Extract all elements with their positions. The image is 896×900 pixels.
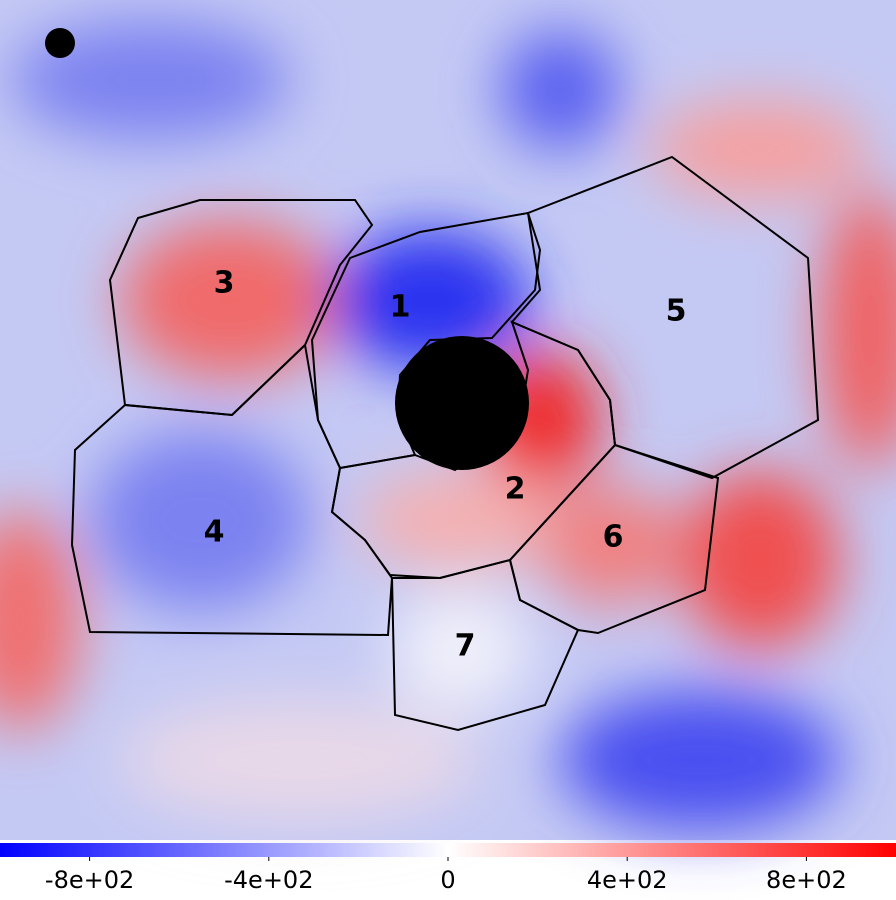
region-label: 1 <box>390 290 411 325</box>
region-label: 7 <box>455 629 476 664</box>
region-outline <box>70 342 394 637</box>
colorbar <box>0 843 896 857</box>
mask-circle <box>395 336 529 470</box>
region-label: 3 <box>214 266 235 301</box>
regions <box>45 28 820 732</box>
colorbar-tick-label: 0 <box>440 866 455 894</box>
colorbar-tick-label: 8e+02 <box>766 866 847 894</box>
region-label: 2 <box>505 472 526 507</box>
region-label: 5 <box>666 294 687 329</box>
region-label: 6 <box>603 520 624 555</box>
region-label: 4 <box>204 515 225 550</box>
heatmap-image <box>0 0 896 840</box>
region-outline <box>108 199 374 417</box>
colorbar-tick-label: 4e+02 <box>587 866 668 894</box>
colorbar-tick-label: -8e+02 <box>45 866 134 894</box>
region-outline <box>390 558 580 732</box>
colorbar-tick-label: -4e+02 <box>224 866 313 894</box>
beam-marker <box>45 28 75 58</box>
